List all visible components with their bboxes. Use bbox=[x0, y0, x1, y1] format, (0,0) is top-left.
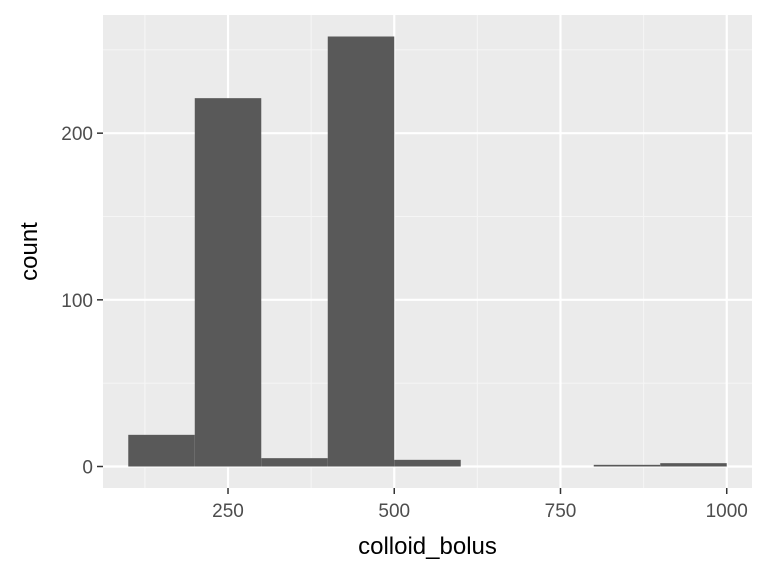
histogram-bar bbox=[194, 98, 262, 467]
histogram-bar bbox=[128, 434, 195, 467]
y-tick-label: 0 bbox=[82, 458, 93, 479]
histogram-bar bbox=[327, 36, 395, 467]
y-axis-title: count bbox=[16, 222, 43, 281]
histogram-bars bbox=[128, 36, 727, 467]
x-tick-label: 750 bbox=[545, 501, 577, 522]
histogram-bar bbox=[593, 464, 661, 467]
histogram-bar bbox=[261, 458, 328, 467]
y-tick-label: 100 bbox=[61, 291, 93, 312]
histogram-bar bbox=[394, 459, 461, 467]
minor-gridlines bbox=[103, 15, 752, 488]
axis-ticks bbox=[97, 132, 728, 494]
y-tick-label: 200 bbox=[61, 124, 93, 145]
x-tick-label: 500 bbox=[378, 501, 410, 522]
tick-labels: 250 500 750 1000 0 100 200 bbox=[61, 124, 748, 522]
x-tick-label: 250 bbox=[212, 501, 244, 522]
x-tick-label: 1000 bbox=[706, 501, 748, 522]
x-axis-title: colloid_bolus bbox=[358, 533, 497, 560]
histogram-bar bbox=[660, 463, 727, 467]
